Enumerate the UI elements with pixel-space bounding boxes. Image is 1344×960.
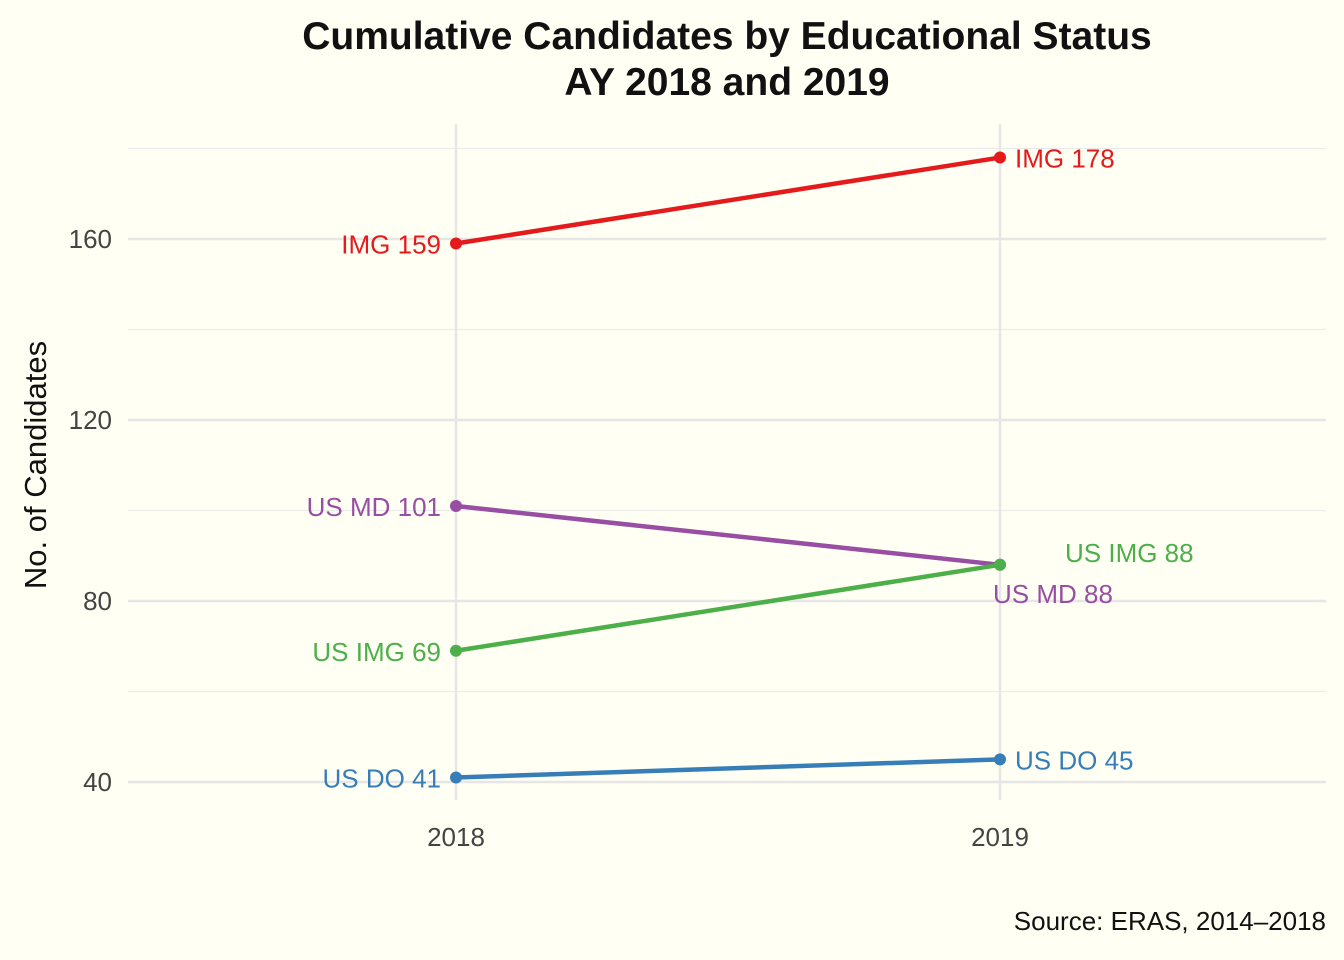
data-point-us-do (994, 753, 1006, 766)
x-tick-label: 2019 (971, 822, 1029, 852)
y-axis-label: No. of Candidates (18, 341, 53, 589)
axes: 40 80 120 160 2018 2019 No. of Candidates (18, 224, 1029, 852)
data-labels: IMG 159 IMG 178 US MD 101 US MD 88 US IMG 69… (307, 144, 1194, 794)
series-lines (450, 151, 1006, 784)
series-line-us-do (453, 757, 1003, 780)
chart-title-line-1: Cumulative Candidates by Educational Sta… (302, 15, 1152, 58)
data-label-img-2019: IMG 178 (1015, 144, 1115, 174)
y-tick-label: 120 (69, 405, 112, 435)
data-label-us-md-2019: US MD 88 (993, 579, 1113, 609)
data-label-us-img-2018: US IMG 69 (312, 637, 441, 667)
chart-title-line-2: AY 2018 and 2019 (564, 61, 890, 104)
source-caption: Source: ERAS, 2014–2018 (1013, 906, 1326, 936)
data-label-img-2018: IMG 159 (341, 230, 441, 260)
y-tick-label: 40 (83, 767, 112, 797)
series-line-img (453, 155, 1003, 246)
data-point-img (994, 151, 1006, 164)
data-label-us-do-2018: US DO 41 (323, 763, 442, 793)
data-label-us-md-2018: US MD 101 (307, 492, 441, 522)
data-point-us-md (450, 499, 462, 512)
data-label-us-do-2019: US DO 45 (1015, 745, 1134, 775)
data-point-us-img (994, 558, 1006, 571)
data-label-us-img-2019: US IMG 88 (1065, 538, 1194, 568)
data-point-us-do (450, 771, 462, 784)
x-tick-label: 2018 (427, 822, 485, 852)
series-line-us-md (453, 503, 1003, 568)
series-line-us-img (453, 562, 1003, 654)
gridlines (128, 124, 1326, 800)
y-tick-label: 80 (83, 586, 112, 616)
chart-title: Cumulative Candidates by Educational Sta… (0, 14, 1344, 106)
y-tick-label: 160 (69, 224, 112, 254)
data-point-img (450, 237, 462, 250)
data-point-us-img (450, 644, 462, 657)
